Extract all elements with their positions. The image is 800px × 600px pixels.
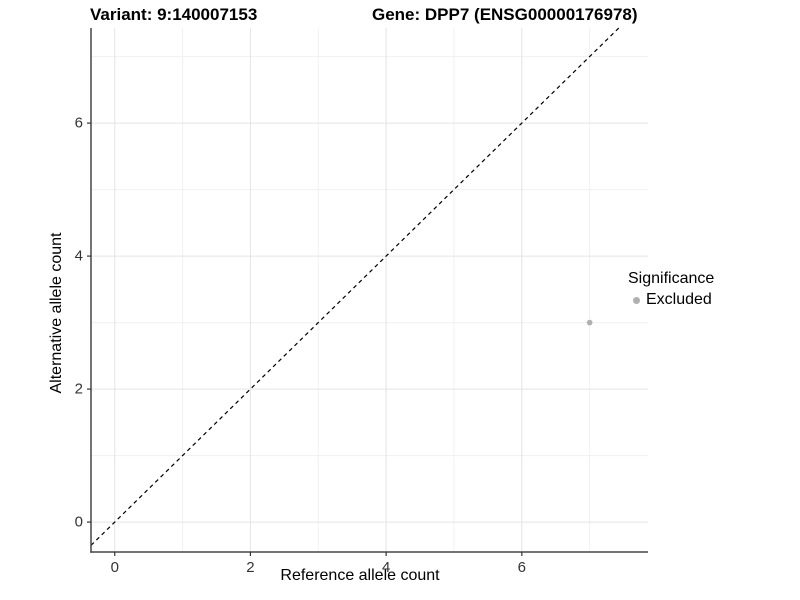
legend-title: Significance	[628, 270, 715, 287]
x-tick-label: 4	[381, 559, 391, 576]
x-axis-title: Reference allele count	[280, 567, 440, 584]
identity-reference-line	[90, 27, 620, 546]
x-tick-label: 2	[246, 559, 255, 576]
legend-entry-label: Excluded	[646, 291, 712, 308]
y-tick-label: 2	[74, 380, 83, 398]
x-tick-label: 6	[517, 559, 526, 576]
legend-entry: Excluded	[633, 291, 714, 309]
data-point	[586, 319, 593, 326]
legend-point-icon	[633, 296, 640, 304]
y-tick-label: 6	[74, 114, 83, 132]
plot-title-gene: Gene: DPP7 (ENSG00000176978)	[372, 5, 638, 24]
x-tick-label: 0	[110, 559, 119, 576]
legend: Significance Excluded	[628, 270, 714, 309]
y-axis-title: Alternative allele count	[48, 232, 65, 394]
y-tick-label: 4	[74, 247, 83, 265]
legend-entries: Excluded	[628, 291, 714, 309]
y-tick-label: 0	[74, 513, 83, 531]
plot-title-variant: Variant: 9:140007153	[90, 5, 258, 24]
